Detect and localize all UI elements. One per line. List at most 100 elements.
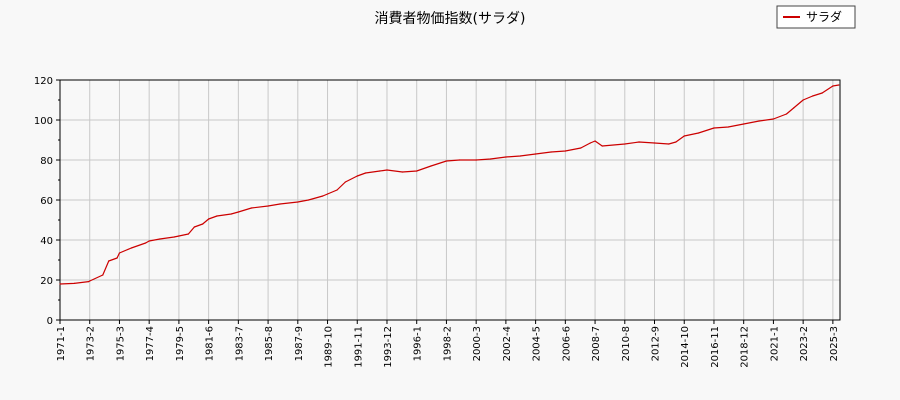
- data-point: [59, 283, 61, 285]
- y-tick-label: 100: [34, 116, 53, 127]
- data-point: [832, 85, 834, 87]
- data-point: [812, 95, 814, 97]
- x-tick-label: 1991-11: [353, 326, 364, 368]
- x-tick-label: 1998-2: [442, 326, 453, 361]
- x-tick-label: 2025-3: [829, 326, 840, 361]
- x-tick-label: 2012-9: [651, 326, 662, 361]
- data-point: [743, 123, 745, 125]
- x-tick-label: 1971-1: [56, 326, 67, 361]
- y-tick-label: 40: [40, 236, 53, 247]
- data-point: [564, 150, 566, 152]
- x-tick-label: 1973-2: [86, 326, 97, 361]
- data-point: [594, 140, 596, 142]
- data-point: [668, 143, 670, 145]
- x-tick-label: 1989-10: [324, 326, 335, 368]
- data-point: [187, 233, 190, 235]
- data-point: [458, 159, 461, 161]
- x-tick-label: 1985-8: [264, 326, 275, 361]
- x-tick-label: 2014-10: [680, 326, 691, 368]
- x-tick-label: 1977-4: [145, 326, 156, 361]
- axes: 0 20 40 60 80 100 120 1971-1 1973-2 1975-3 1977-4 1…: [34, 76, 840, 368]
- y-tick-label: 120: [34, 76, 53, 87]
- data-point: [250, 207, 253, 209]
- x-tick-label: 1983-7: [234, 326, 245, 361]
- legend-label: サラダ: [806, 9, 842, 24]
- data-point: [344, 181, 346, 183]
- data-point: [601, 145, 603, 147]
- legend: サラダ: [776, 5, 856, 29]
- data-point: [118, 252, 121, 254]
- x-tick-label: 1993-12: [383, 326, 394, 368]
- data-point: [580, 147, 582, 149]
- data-point: [683, 135, 685, 137]
- data-point: [821, 92, 823, 94]
- x-tick-label: 2000-3: [472, 326, 483, 361]
- x-tick-label: 2004-5: [532, 326, 543, 361]
- data-point: [89, 280, 91, 282]
- x-tick-label: 1996-1: [413, 326, 424, 361]
- data-point: [173, 236, 175, 238]
- data-point: [297, 201, 299, 203]
- data-point: [148, 240, 150, 242]
- legend-box: [776, 5, 856, 29]
- data-point: [624, 143, 626, 145]
- series-layer: [59, 84, 840, 285]
- data-point: [401, 171, 404, 173]
- data-point: [102, 274, 104, 276]
- data-point: [193, 226, 195, 228]
- data-point: [535, 153, 537, 155]
- data-point: [519, 155, 521, 157]
- x-tick-label: 1975-3: [115, 326, 126, 361]
- x-tick-label: 2010-8: [621, 326, 632, 361]
- data-point: [202, 223, 204, 225]
- data-point: [550, 151, 552, 153]
- data-point: [208, 218, 210, 220]
- data-point: [322, 195, 324, 197]
- data-point: [802, 99, 804, 101]
- data-point: [589, 142, 591, 144]
- data-point: [505, 156, 507, 158]
- data-point: [178, 235, 180, 237]
- data-point: [130, 247, 132, 249]
- x-tick-label: 2006-6: [561, 326, 572, 361]
- data-point: [386, 169, 388, 171]
- data-point: [475, 159, 477, 161]
- data-point: [638, 141, 640, 143]
- x-tick-label: 2002-4: [502, 326, 513, 361]
- data-point: [237, 211, 239, 213]
- data-point: [653, 142, 656, 144]
- data-point: [838, 84, 840, 86]
- x-tick-label: 2023-2: [799, 326, 810, 361]
- y-tick-label: 60: [40, 196, 53, 207]
- data-point: [727, 126, 729, 128]
- x-tick-label: 2018-12: [740, 326, 751, 368]
- data-point: [675, 141, 677, 143]
- x-tick-label: 2021-1: [769, 326, 780, 361]
- data-point: [267, 205, 269, 207]
- data-point: [116, 257, 118, 259]
- data-point: [416, 170, 418, 172]
- data-point: [279, 203, 281, 205]
- data-point: [772, 118, 775, 120]
- data-point: [445, 160, 448, 162]
- data-point: [159, 238, 161, 240]
- data-point: [108, 260, 110, 262]
- x-tick-label: 2016-11: [710, 326, 721, 368]
- data-point: [697, 132, 700, 134]
- data-point: [145, 242, 147, 244]
- x-tick-label: 2008-7: [591, 326, 602, 361]
- x-tick-label: 1979-5: [175, 326, 186, 361]
- data-point: [73, 282, 75, 284]
- data-point: [326, 193, 329, 195]
- data-point: [356, 175, 358, 177]
- data-point: [489, 158, 492, 160]
- data-point: [216, 215, 218, 217]
- x-tick-label: 1987-9: [294, 326, 305, 361]
- data-point: [87, 281, 90, 283]
- data-point: [336, 189, 338, 191]
- data-point: [430, 165, 432, 167]
- data-point: [785, 113, 788, 115]
- y-tick-label: 0: [47, 316, 53, 327]
- chart-title: 消費者物価指数(サラダ): [375, 11, 526, 27]
- data-point: [758, 120, 760, 122]
